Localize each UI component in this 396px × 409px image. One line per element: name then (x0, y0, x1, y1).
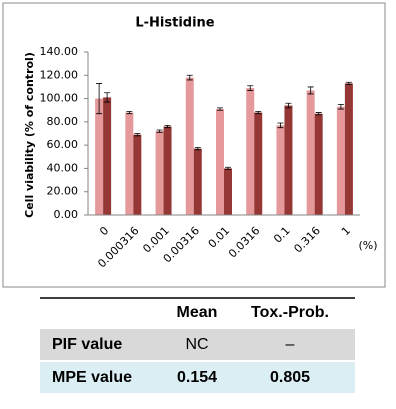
bar (133, 134, 142, 215)
error-bar (315, 112, 322, 116)
bar (163, 126, 172, 215)
row-label: MPE value (52, 369, 132, 386)
bar (185, 77, 194, 215)
error-bar (337, 103, 344, 110)
row-bg (40, 362, 355, 393)
bar (193, 148, 202, 215)
y-tick-label: 0.00 (54, 208, 79, 221)
error-bar (194, 147, 201, 151)
bar (344, 83, 353, 215)
error-bar (156, 129, 163, 133)
error-bar (255, 110, 262, 115)
table-cell: NC (185, 336, 208, 353)
y-tick-label: 80.00 (47, 115, 79, 128)
chart-title: L-Histidine (135, 16, 214, 31)
error-bar (96, 83, 103, 115)
table-cell: 0.154 (177, 369, 217, 386)
bar (155, 131, 164, 215)
bar (224, 168, 232, 215)
bar (95, 98, 104, 215)
bar (254, 112, 263, 215)
error-bar (225, 166, 231, 170)
column-header: Tox.-Prob. (251, 304, 329, 321)
y-tick-label: 20.00 (47, 185, 79, 198)
bar (276, 125, 285, 215)
error-bar (186, 74, 193, 81)
y-tick-label: 100.00 (40, 92, 79, 105)
error-bar (307, 86, 314, 95)
error-bar (104, 92, 111, 103)
error-bar (285, 102, 292, 109)
error-bar (247, 85, 254, 91)
table-cell: 0.805 (270, 369, 310, 386)
error-bar (345, 81, 352, 85)
bar (314, 113, 323, 215)
error-bar (134, 133, 141, 137)
table-cell: – (286, 336, 295, 353)
error-bar (217, 107, 223, 111)
bar (336, 106, 345, 215)
bar (246, 88, 255, 215)
x-unit: (%) (358, 239, 377, 252)
bar (103, 97, 112, 215)
y-tick-label: 120.00 (40, 68, 79, 81)
y-tick-label: 60.00 (47, 138, 79, 151)
row-bg (40, 329, 355, 360)
bar (284, 105, 293, 215)
bar (306, 90, 315, 215)
bar (125, 112, 134, 215)
y-tick-label: 40.00 (47, 161, 79, 174)
bar (216, 109, 224, 215)
y-tick-label: 140.00 (40, 45, 79, 58)
error-bar (277, 122, 284, 129)
column-header: Mean (177, 304, 218, 321)
row-label: PIF value (52, 336, 122, 353)
y-axis-label: Cell viability (% of control) (23, 52, 36, 218)
error-bar (164, 124, 171, 129)
error-bar (126, 110, 133, 115)
